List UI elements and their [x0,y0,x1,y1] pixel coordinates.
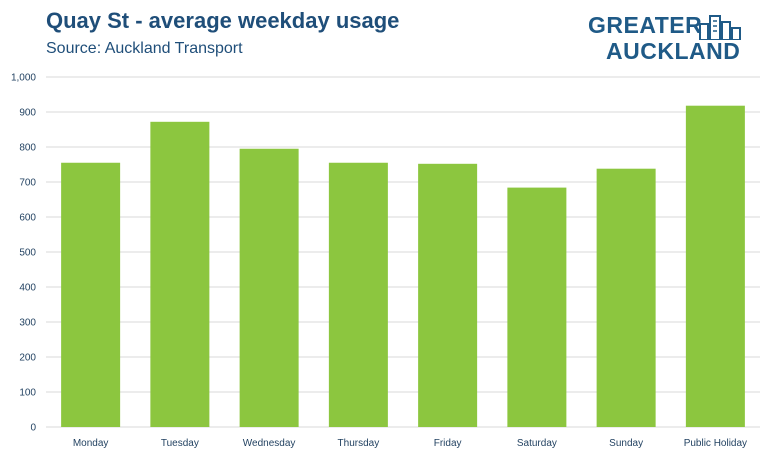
x-tick-label: Public Holiday [684,438,747,449]
x-tick-label: Thursday [338,438,380,449]
bar-friday [418,163,478,428]
y-axis-ticks: 0 100 200 300 400 500 600 700 800 900 1,000 [11,73,36,434]
x-tick-label: Friday [434,438,462,449]
bar-monday [61,162,121,427]
y-tick-label: 0 [30,423,36,434]
x-tick-label: Sunday [609,438,643,449]
y-tick-label: 800 [19,143,36,154]
x-tick-label: Wednesday [243,438,296,449]
bar-saturday [507,187,567,427]
y-tick-label: 500 [19,248,36,259]
bar-sunday [596,168,656,427]
bar-tuesday [150,121,210,428]
x-tick-label: Saturday [517,438,557,449]
y-tick-label: 1,000 [11,73,36,84]
y-tick-label: 300 [19,318,36,329]
x-tick-label: Tuesday [161,438,199,449]
x-axis-ticks: Monday Tuesday Wednesday Thursday Friday Satu… [73,438,747,449]
greater-auckland-logo: GREATER AUCKLAND [588,12,748,68]
city-buildings-icon [699,15,741,40]
bar-thursday [328,162,388,427]
x-tick-label: Monday [73,438,109,449]
bars [61,105,745,428]
chart-subtitle: Source: Auckland Transport [46,40,243,57]
y-tick-label: 600 [19,213,36,224]
bar-public-holiday [685,105,745,427]
y-tick-label: 400 [19,283,36,294]
y-tick-label: 900 [19,108,36,119]
y-tick-label: 700 [19,178,36,189]
y-tick-label: 100 [19,388,36,399]
chart-title: Quay St - average weekday usage [46,8,400,33]
logo-text-greater: GREATER [588,12,703,38]
logo-text-auckland: AUCKLAND [606,38,741,64]
bar-wednesday [239,148,299,427]
y-tick-label: 200 [19,353,36,364]
